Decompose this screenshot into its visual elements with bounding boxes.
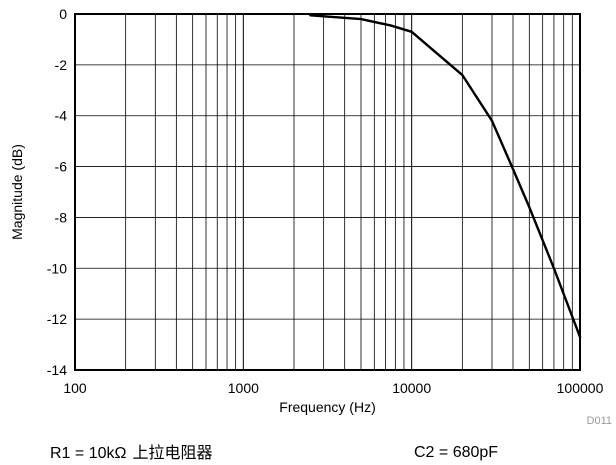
y-tick-label: -2	[55, 57, 68, 73]
x-tick-label: 100000	[557, 380, 604, 396]
caption-capacitor: C2 = 680pF	[414, 444, 499, 461]
y-tick-label: -8	[55, 209, 68, 225]
y-tick-labels: 0 -2 -4 -6 -8 -10 -12 -14	[47, 6, 67, 378]
resistor-description: 上拉电阻器	[132, 443, 213, 462]
x-tick-label: 1000	[228, 380, 259, 396]
y-tick-label: -14	[47, 362, 67, 378]
grid	[74, 13, 581, 371]
figure-code: D011	[587, 415, 612, 427]
y-axis-label: Magnitude (dB)	[9, 144, 25, 240]
y-tick-label: -10	[47, 260, 67, 276]
plot-frame	[74, 13, 581, 371]
series-line	[309, 14, 582, 339]
x-axis-label: Frequency (Hz)	[279, 399, 375, 415]
frequency-response-chart: 0 -2 -4 -6 -8 -10 -12 -14 100 1000 10000 100000 Fr…	[9, 6, 612, 427]
x-tick-labels: 100 1000 10000 100000	[63, 380, 603, 396]
y-tick-label: -12	[47, 311, 67, 327]
y-tick-label: -4	[55, 108, 68, 124]
y-tick-label: -6	[55, 159, 68, 175]
caption-resistor: R1 = 10kΩ 上拉电阻器	[50, 443, 212, 464]
resistor-value: R1 = 10kΩ	[50, 445, 127, 462]
x-tick-label: 10000	[392, 380, 431, 396]
x-tick-label: 100	[63, 380, 87, 396]
y-tick-label: 0	[59, 6, 67, 22]
series-layer	[309, 14, 582, 339]
